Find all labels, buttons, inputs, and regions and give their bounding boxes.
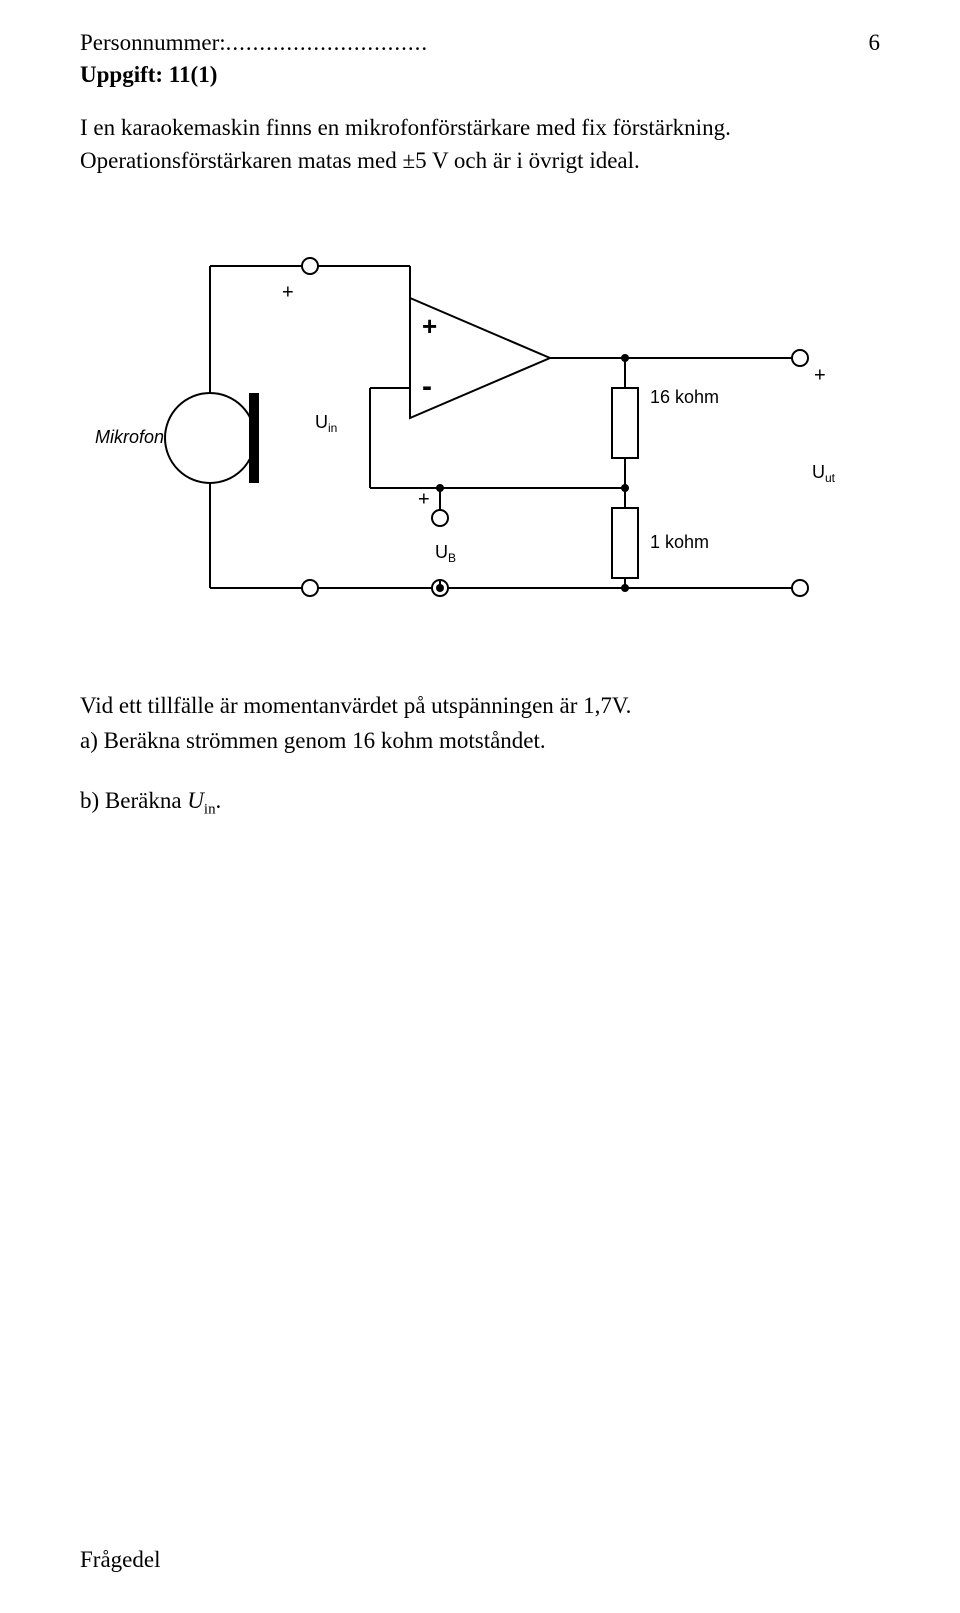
circuit-diagram: Mikrofon+Uin+-+Uut16 kohm1 kohm+UB	[80, 218, 880, 658]
svg-text:U: U	[812, 461, 825, 481]
below-u: U	[187, 788, 204, 813]
svg-text:U: U	[435, 541, 448, 561]
svg-text:Mikrofon: Mikrofon	[95, 426, 164, 446]
svg-text:+: +	[418, 488, 430, 510]
svg-text:+: +	[422, 311, 437, 341]
svg-text:U: U	[315, 411, 328, 431]
uppgift-label: Uppgift: 11(1)	[80, 62, 880, 88]
personnummer-dots: ..............................	[226, 30, 429, 55]
page-number: 6	[869, 30, 881, 56]
svg-text:+: +	[282, 281, 294, 303]
intro-paragraph: I en karaokemaskin finns en mikrofonförs…	[80, 111, 880, 178]
below-line1: Vid ett tillfälle är momentanvärdet på u…	[80, 688, 880, 724]
svg-text:1 kohm: 1 kohm	[650, 531, 709, 551]
below-line3b: .	[216, 788, 222, 813]
svg-text:-: -	[422, 370, 432, 403]
svg-text:+: +	[814, 364, 826, 386]
svg-text:ut: ut	[825, 471, 836, 485]
below-line3a: b) Beräkna	[80, 788, 187, 813]
personnummer-label: Personnummer:	[80, 30, 226, 55]
svg-text:in: in	[328, 421, 337, 435]
svg-text:B: B	[448, 551, 456, 565]
footer-label: Frågedel	[80, 1547, 160, 1573]
below-line2: a) Beräkna strömmen genom 16 kohm motstå…	[80, 723, 880, 759]
below-u-sub: in	[204, 802, 216, 818]
svg-text:16 kohm: 16 kohm	[650, 386, 719, 406]
